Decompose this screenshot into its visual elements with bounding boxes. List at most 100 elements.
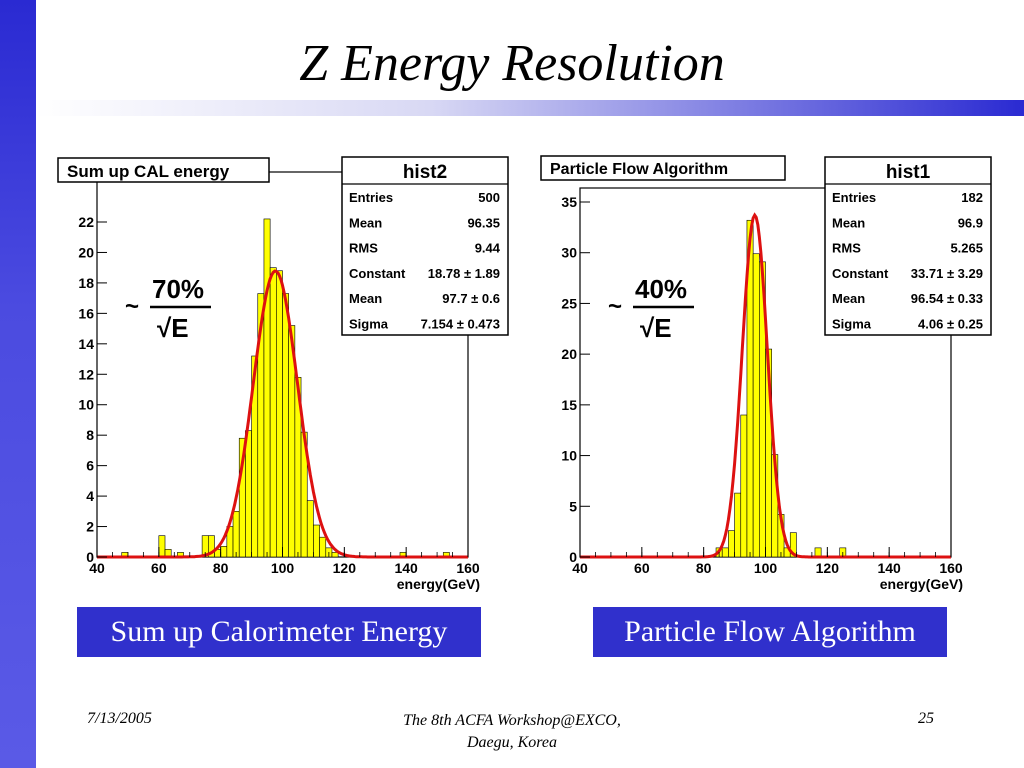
x-tick-label: 40	[572, 560, 588, 576]
histogram-bar	[789, 532, 797, 558]
stats-label: Sigma	[832, 317, 872, 332]
x-tick-label: 80	[213, 560, 229, 576]
x-tick-label: 60	[151, 560, 167, 576]
caption-right: Particle Flow Algorithm	[593, 607, 947, 657]
x-tick-label: 40	[89, 560, 105, 576]
y-tick-label: 0	[569, 549, 577, 565]
stats-label: Constant	[349, 266, 406, 281]
stats-label: RMS	[832, 241, 861, 256]
x-tick-label: 120	[816, 560, 840, 576]
stats-value: 7.154 ± 0.473	[421, 317, 500, 332]
stats-value: 96.35	[467, 215, 500, 230]
slide-title: Z Energy Resolution	[299, 35, 725, 92]
y-tick-label: 35	[561, 194, 577, 210]
histogram-bar	[208, 535, 215, 558]
x-tick-label: 100	[754, 560, 778, 576]
footer-event: The 8th ACFA Workshop@EXCO, Daegu, Korea	[362, 710, 662, 754]
y-tick-label: 0	[86, 549, 94, 565]
resolution-label: ~40% √E	[608, 274, 694, 343]
stats-label: Entries	[349, 190, 393, 205]
y-tick-label: 10	[78, 397, 94, 413]
x-axis-label: energy(GeV)	[397, 576, 480, 592]
stats-value: 97.7 ± 0.6	[442, 291, 500, 306]
stats-box: hist2 Entries 500 Mean 96.35 RMS 9.44 Constant 1…	[341, 156, 509, 336]
title-rule	[36, 100, 1024, 116]
stats-label: Sigma	[349, 317, 389, 332]
histogram-bar	[220, 546, 228, 558]
stats-label: Constant	[832, 266, 889, 281]
y-tick-label: 18	[78, 275, 94, 291]
resolution-numerator: 40%	[635, 274, 687, 304]
y-tick-label: 14	[78, 336, 94, 352]
y-tick-label: 10	[561, 448, 577, 464]
stats-label: Mean	[832, 291, 865, 306]
stats-frame	[341, 156, 509, 336]
histogram-bar	[282, 293, 289, 558]
stats-label: Mean	[349, 291, 382, 306]
x-tick-label: 120	[333, 560, 357, 576]
stats-value: 5.265	[950, 241, 983, 256]
stats-name: hist2	[403, 162, 447, 183]
stats-label: RMS	[349, 241, 378, 256]
histogram-bar	[158, 535, 166, 558]
stats-box: hist1 Entries 182 Mean 96.9 RMS 5.265 Constant 3…	[824, 156, 992, 336]
x-tick-label: 140	[394, 560, 418, 576]
histogram-bar	[263, 218, 271, 558]
y-tick-label: 12	[78, 366, 94, 382]
histogram-bar	[306, 500, 314, 558]
footer-event-line2: Daegu, Korea	[466, 734, 558, 751]
stats-name: hist1	[886, 162, 931, 183]
x-tick-label: 140	[877, 560, 901, 576]
footer-date: 7/13/2005	[87, 710, 152, 727]
plot-title-box: Sum up CAL energy	[57, 157, 270, 183]
stats-value: 4.06 ± 0.25	[918, 317, 983, 332]
y-tick-label: 25	[561, 295, 577, 311]
histogram-bar	[734, 492, 742, 558]
footer-event-line1: The 8th ACFA Workshop@EXCO,	[403, 712, 621, 729]
caption-left: Sum up Calorimeter Energy	[77, 607, 481, 657]
histogram-bar	[752, 253, 760, 558]
y-tick-label: 20	[561, 346, 577, 362]
y-tick-label: 30	[561, 245, 577, 261]
histogram-bar	[245, 430, 252, 558]
x-tick-label: 80	[696, 560, 712, 576]
plot-title: Sum up CAL energy	[67, 162, 230, 181]
stats-value: 500	[478, 190, 500, 205]
side-bar	[0, 0, 36, 768]
resolution-tilde: ~	[608, 293, 622, 320]
stats-value: 9.44	[475, 241, 501, 256]
histogram-bar	[331, 552, 339, 558]
x-tick-label: 100	[271, 560, 295, 576]
plot-axes: 40 60 80 100 120 140 160 0 5 10 15 20 25 30 35 energy(G…	[561, 194, 963, 592]
histogram-bar	[319, 536, 327, 558]
x-tick-label: 60	[634, 560, 650, 576]
histogram-bar	[276, 270, 283, 558]
x-tick-label: 160	[456, 560, 480, 576]
resolution-label: ~70% √E	[125, 274, 211, 343]
resolution-denominator: √E	[157, 313, 189, 343]
pfa-histogram: 40 60 80 100 120 140 160 0 5 10 15 20 25 30 35 energy(G…	[538, 150, 998, 600]
y-tick-label: 16	[78, 305, 94, 321]
plot-title: Particle Flow Algorithm	[550, 161, 728, 178]
resolution-tilde: ~	[125, 293, 139, 320]
stats-label: Mean	[832, 215, 865, 230]
plot-title-box: Particle Flow Algorithm	[540, 155, 786, 181]
plot-axes: 40 60 80 100 120 140 160 0 2 4 6 8 10 12 14 16 18 20 22 ene…	[78, 214, 480, 592]
y-tick-label: 2	[86, 519, 94, 535]
stats-value: 96.9	[958, 215, 983, 230]
stats-frame	[824, 156, 992, 336]
y-tick-label: 20	[78, 244, 94, 260]
stats-value: 96.54 ± 0.33	[911, 291, 983, 306]
footer-page-number: 25	[918, 710, 934, 727]
histogram-bar	[728, 530, 735, 558]
x-tick-label: 160	[939, 560, 963, 576]
stats-value: 18.78 ± 1.89	[428, 266, 500, 281]
y-tick-label: 4	[86, 488, 94, 504]
stats-value: 33.71 ± 3.29	[911, 266, 983, 281]
stats-value: 182	[961, 190, 983, 205]
resolution-numerator: 70%	[152, 274, 204, 304]
y-tick-label: 6	[86, 458, 94, 474]
stats-label: Entries	[832, 190, 876, 205]
calorimeter-histogram: 40 60 80 100 120 140 160 0 2 4 6 8 10 12 14 16 18 20 22 ene…	[55, 150, 515, 600]
histogram-bar	[269, 267, 277, 558]
